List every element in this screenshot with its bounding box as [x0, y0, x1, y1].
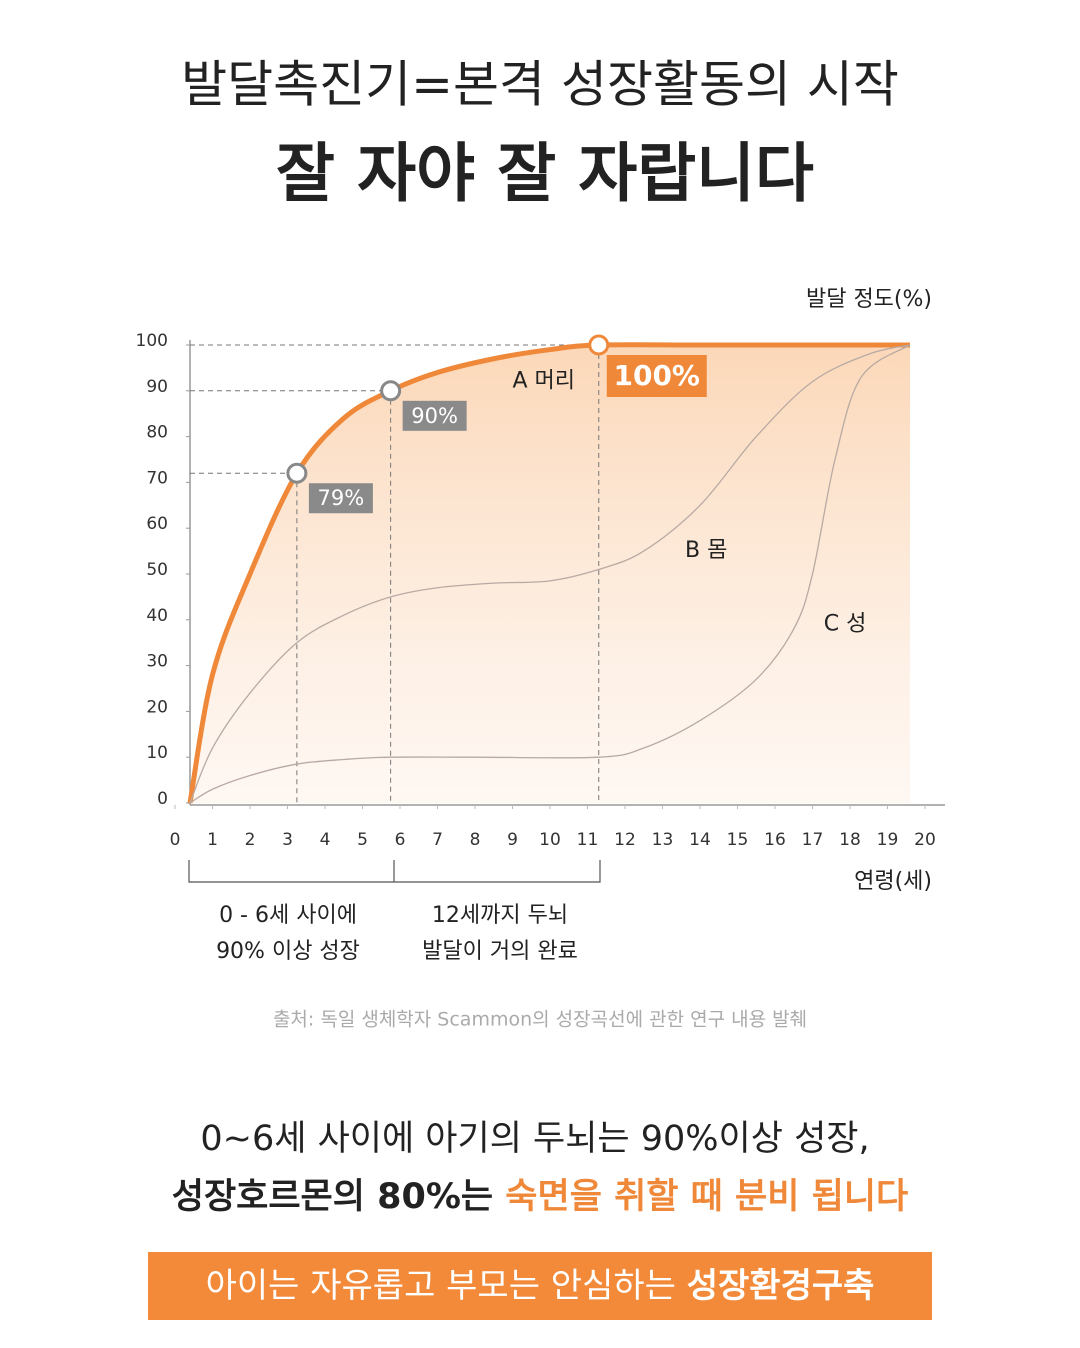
banner-bold: 성장환경구축: [687, 1266, 875, 1306]
y-tick-label: 80: [146, 423, 168, 443]
y-tick-label: 100: [136, 331, 168, 351]
x-tick-label: 20: [914, 830, 936, 850]
x-tick-label: 3: [282, 830, 293, 850]
x-tick-label: 19: [877, 830, 899, 850]
annotation-box: [402, 400, 467, 431]
series-label: A 머리: [513, 369, 576, 394]
annotation-box: [308, 483, 373, 514]
x-tick-label: 5: [357, 830, 368, 850]
y-tick-label: 20: [146, 697, 168, 717]
subtitle: 발달촉진기=본격 성장활동의 시작: [181, 56, 899, 114]
summary-line: 성장호르몬의 80%는 숙면을 취할 때 분비 됩니다: [172, 1177, 909, 1217]
series-label: B 몸: [685, 538, 727, 563]
note: 90% 이상 성장: [216, 939, 360, 964]
x-tick-label: 16: [764, 830, 786, 850]
source: 출처: 독일 생체학자 Scammon의 성장곡선에 관한 연구 내용 발췌: [273, 1009, 807, 1031]
x-tick-label: 13: [652, 830, 674, 850]
note: 발달이 거의 완료: [422, 939, 578, 964]
y-tick-label: 0: [157, 789, 168, 809]
x-tick-label: 1: [207, 830, 218, 850]
summary-orange: 숙면을 취할 때 분비 됩니다: [505, 1177, 908, 1217]
guide-line: [190, 344, 600, 803]
x-tick-label: 4: [320, 830, 331, 850]
x-tick-label: 7: [432, 830, 443, 850]
y-tick-label: 90: [146, 377, 168, 397]
summary-line: 0~6세 사이에 아기의 두뇌는 90%이상 성장,: [200, 1119, 869, 1159]
guide-line: [190, 390, 392, 803]
x-tick-label: 6: [395, 830, 406, 850]
guide-line: [190, 472, 298, 803]
x-tick-label: 2: [245, 830, 256, 850]
x-tick-label: 15: [727, 830, 749, 850]
x-tick-label: 14: [689, 830, 711, 850]
point: [286, 462, 308, 484]
note: 0 - 6세 사이에: [219, 903, 357, 928]
banner-text: 아이는 자유롭고 부모는 안심하는 성장환경구축: [206, 1266, 875, 1306]
annotation-box: [606, 355, 707, 397]
title: 잘 자야 잘 자랍니다: [276, 138, 814, 212]
note: 12세까지 두뇌: [432, 903, 568, 928]
point: [380, 380, 402, 402]
series-label: C 성: [824, 611, 867, 636]
y-tick-label: 40: [146, 606, 168, 626]
y-tick-label: 10: [146, 743, 168, 763]
x-tick-label: 11: [577, 830, 599, 850]
y-axis-label: 발달 정도(%): [806, 287, 932, 312]
x-tick-label: 8: [470, 830, 481, 850]
banner: [148, 1252, 932, 1320]
y-tick-label: 50: [146, 560, 168, 580]
x-tick-label: 10: [539, 830, 561, 850]
y-tick-label: 70: [146, 468, 168, 488]
summary-dark: 성장호르몬의 80%는: [172, 1177, 506, 1217]
y-tick-label: 60: [146, 514, 168, 534]
x-axis-label: 연령(세): [854, 869, 932, 894]
x-tick-label: 0: [170, 830, 181, 850]
y-tick-label: 30: [146, 652, 168, 672]
x-tick-label: 17: [802, 830, 824, 850]
annotation: 90%: [411, 404, 458, 428]
line: [187, 342, 910, 804]
area: [190, 344, 910, 803]
x-tick-label: 9: [507, 830, 518, 850]
bracket: [188, 860, 601, 883]
x-tick-label: 12: [614, 830, 636, 850]
line: [189, 344, 911, 804]
banner-normal: 아이는 자유롭고 부모는 안심하는: [206, 1266, 687, 1306]
point: [588, 334, 610, 356]
line: [189, 344, 911, 804]
annotation: 100%: [613, 359, 700, 392]
x-tick-label: 18: [839, 830, 861, 850]
annotation: 79%: [318, 486, 365, 510]
